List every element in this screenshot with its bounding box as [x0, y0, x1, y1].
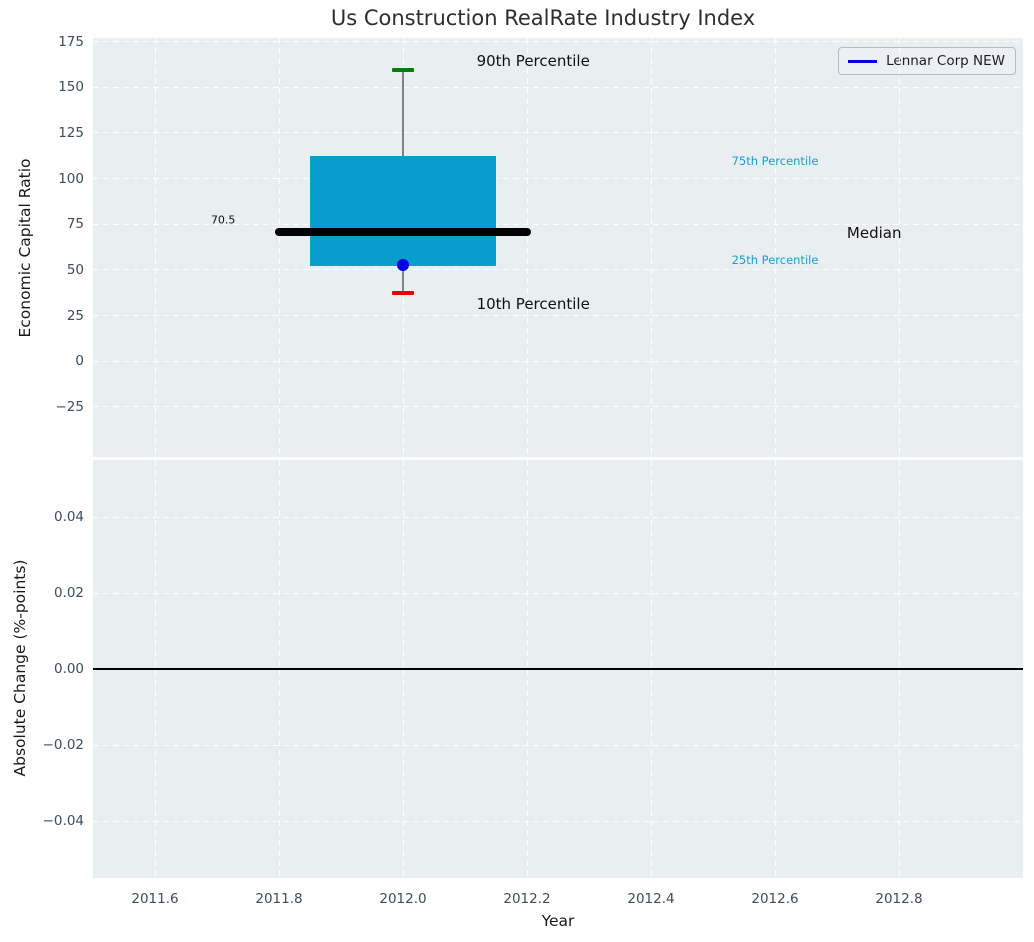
gridline-y	[93, 269, 1023, 271]
zero-line	[93, 668, 1023, 670]
gridline-x	[526, 38, 528, 457]
gridline-y	[93, 744, 1023, 746]
x-tick-label: 2012.2	[503, 891, 551, 907]
percentile-box	[310, 155, 496, 267]
gridline-y	[93, 86, 1023, 88]
gridline-x	[774, 38, 776, 457]
y-tick-label: 0.02	[53, 585, 84, 601]
y-tick-label: −0.04	[42, 813, 84, 829]
gridline-y	[93, 360, 1023, 362]
y-tick-label: 175	[58, 33, 84, 50]
whisker-cap-10th	[392, 290, 414, 295]
y-tick-label: −0.02	[42, 737, 84, 753]
y-tick-label: 125	[58, 124, 84, 141]
x-tick-label: 2011.8	[255, 891, 303, 907]
legend: Lennar Corp NEW	[838, 47, 1016, 75]
annotation: 10th Percentile	[476, 294, 590, 313]
gridline-x	[898, 38, 900, 457]
annotation: 25th Percentile	[731, 253, 819, 268]
x-axis-label: Year	[541, 912, 575, 930]
gridline-y	[93, 820, 1023, 822]
x-tick-label: 2012.6	[751, 891, 799, 907]
gridline-y	[93, 406, 1023, 408]
legend-label: Lennar Corp NEW	[886, 53, 1005, 69]
median-line	[275, 228, 531, 237]
whisker-cap-90th	[392, 67, 414, 72]
annotation: Median	[846, 224, 902, 243]
gridline-y	[93, 315, 1023, 316]
x-tick-label: 2012.8	[875, 891, 923, 907]
y-tick-label: 0	[75, 353, 84, 370]
gridline-y	[93, 516, 1023, 518]
gridline-y	[93, 41, 1023, 43]
y-tick-label: 0.00	[53, 661, 84, 677]
gridline-y	[93, 132, 1023, 134]
x-tick-label: 2011.6	[131, 891, 179, 907]
gridline-y	[93, 592, 1023, 594]
y-tick-label: 150	[58, 79, 84, 96]
x-tick-label: 2012.0	[379, 891, 427, 907]
absolute-change-plot	[93, 460, 1023, 878]
annotation: 70.5	[210, 213, 236, 227]
legend-line-swatch	[848, 59, 878, 63]
annotation: 75th Percentile	[731, 154, 819, 169]
gridline-x	[154, 38, 156, 457]
gridline-y	[93, 223, 1023, 225]
x-tick-label: 2012.4	[627, 891, 675, 907]
company-value-dot	[397, 259, 409, 272]
annotation: 90th Percentile	[476, 52, 590, 71]
gridline-x	[650, 38, 652, 457]
y-tick-label: 75	[66, 216, 84, 233]
y-tick-label: 100	[58, 170, 84, 187]
economic-capital-ratio-plot: Lennar Corp NEW 90th Percentile 10th Perc…	[93, 38, 1023, 457]
y-tick-label: −25	[55, 398, 85, 415]
y-tick-label: 25	[66, 307, 84, 324]
gridline-x	[278, 38, 280, 457]
y-tick-label: 50	[66, 261, 84, 278]
y-tick-label: 0.04	[53, 509, 84, 525]
gridline-y	[93, 178, 1023, 180]
chart-title: Us Construction RealRate Industry Index	[330, 6, 756, 30]
